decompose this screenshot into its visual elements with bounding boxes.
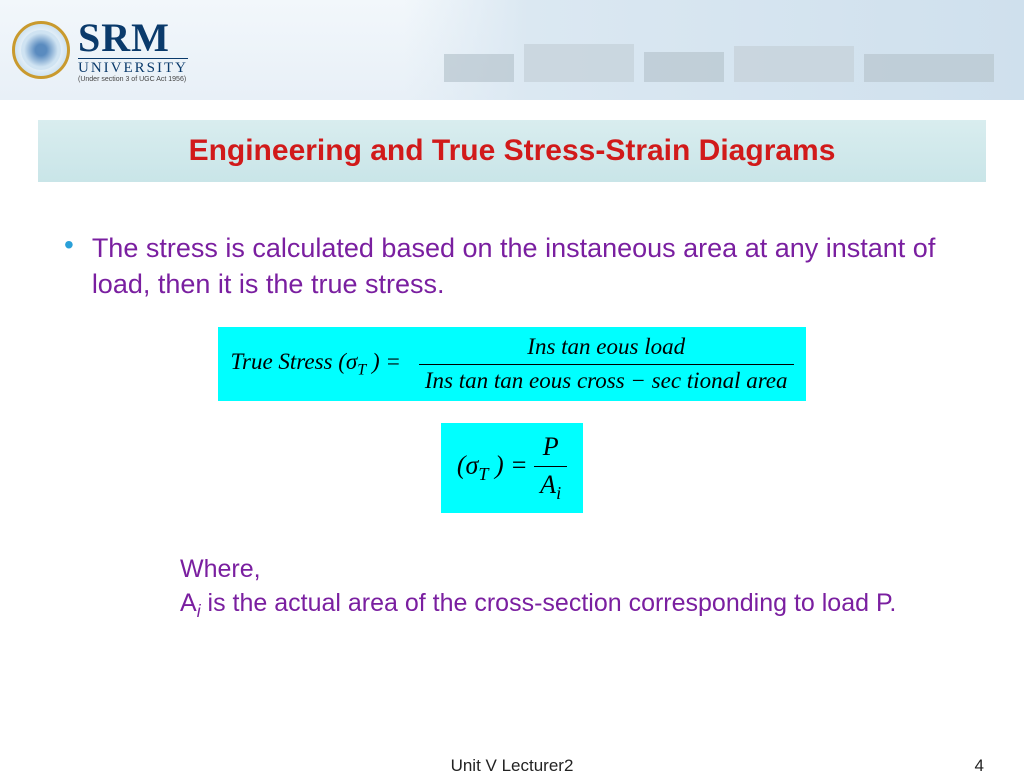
content-area: • The stress is calculated based on the … — [0, 182, 1024, 623]
bullet-text: The stress is calculated based on the in… — [92, 230, 964, 303]
slide-title: Engineering and True Stress-Strain Diagr… — [189, 134, 836, 167]
logo-text: SRM UNIVERSITY (Under section 3 of UGC A… — [78, 18, 188, 83]
where-block: Where, Ai is the actual area of the cros… — [180, 553, 964, 623]
where-definition: Ai is the actual area of the cross-secti… — [180, 587, 964, 624]
formula2-fraction: P Ai — [534, 431, 567, 504]
bullet-icon: • — [64, 230, 74, 261]
formula-1-container: True Stress (σT ) = Ins tan eous load In… — [60, 327, 964, 402]
header-banner — [404, 0, 1024, 100]
title-bar: Engineering and True Stress-Strain Diagr… — [38, 120, 986, 182]
logo-block: SRM UNIVERSITY (Under section 3 of UGC A… — [12, 18, 188, 83]
formula-2-container: (σT ) = P Ai — [60, 423, 964, 512]
where-label: Where, — [180, 553, 964, 587]
logo-university: UNIVERSITY — [78, 58, 188, 76]
header: SRM UNIVERSITY (Under section 3 of UGC A… — [0, 0, 1024, 100]
formula1-fraction: Ins tan eous load Ins tan tan eous cross… — [419, 333, 794, 396]
logo-subtext: (Under section 3 of UGC Act 1956) — [78, 76, 188, 83]
logo-emblem-icon — [12, 21, 70, 79]
footer-page-number: 4 — [975, 756, 984, 776]
formula1-denominator: Ins tan tan eous cross − sec tional area — [419, 364, 794, 396]
formula2-denominator: Ai — [534, 466, 567, 505]
campus-silhouette-icon — [444, 34, 1004, 82]
formula1-numerator: Ins tan eous load — [521, 333, 691, 364]
bullet-item: • The stress is calculated based on the … — [60, 230, 964, 303]
formula2-numerator: P — [537, 431, 565, 466]
formula-true-stress-equation: (σT ) = P Ai — [441, 423, 583, 512]
footer-lecture: Unit V Lecturer2 — [451, 756, 574, 776]
logo-main: SRM — [78, 18, 188, 58]
formula1-lhs: True Stress (σT ) = — [230, 349, 400, 380]
formula-true-stress-definition: True Stress (σT ) = Ins tan eous load In… — [218, 327, 805, 402]
